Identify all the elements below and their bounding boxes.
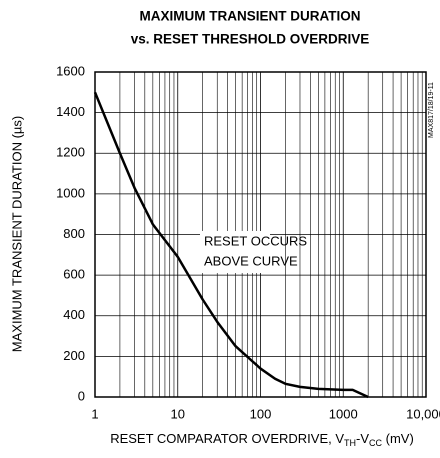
y-tick-label: 1400 (56, 104, 85, 119)
chart-title: vs. RESET THRESHOLD OVERDRIVE (131, 32, 370, 47)
y-axis-label: MAXIMUM TRANSIENT DURATION (µs) (9, 116, 24, 352)
chart-title: MAXIMUM TRANSIENT DURATION (140, 9, 361, 24)
curve (93, 91, 369, 399)
y-tick-label: 1600 (56, 63, 85, 78)
x-tick-label: 10,000 (406, 406, 440, 421)
annotation-box (200, 231, 270, 273)
y-tick-label: 400 (63, 307, 85, 322)
x-tick-label: 1000 (329, 406, 358, 421)
x-axis-label-part: (mV) (382, 431, 414, 446)
y-tick-label: 1200 (56, 145, 85, 160)
x-axis-label: RESET COMPARATOR OVERDRIVE, VTH-VCC (mV) (110, 431, 414, 448)
y-tick-label: 1000 (56, 185, 85, 200)
plot-frame (94, 71, 427, 398)
x-tick-label: 1 (91, 406, 98, 421)
y-tick-label: 800 (63, 226, 85, 241)
x-tick-label: 10 (171, 406, 185, 421)
annotation: RESET OCCURS (204, 233, 307, 248)
x-axis-label-part: CC (369, 438, 382, 448)
y-tick-label: 0 (78, 388, 85, 403)
x-axis-label-part: TH (344, 438, 356, 448)
y-tick-label: 200 (63, 348, 85, 363)
annotation: ABOVE CURVE (204, 253, 298, 268)
y-tick-label: 600 (63, 267, 85, 282)
x-axis-label-part: RESET COMPARATOR OVERDRIVE, V (110, 431, 344, 446)
x-tick-label: 100 (250, 406, 272, 421)
figure-id: MAX817/18/19-11 (428, 82, 435, 138)
x-axis-label-part: -V (356, 431, 369, 446)
